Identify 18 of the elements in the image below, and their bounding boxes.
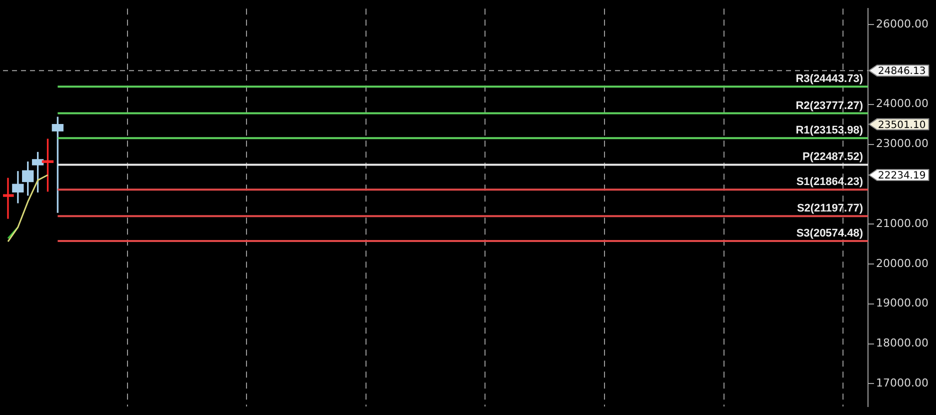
y-tick-label: 18000.00 xyxy=(876,336,928,350)
ref-line-label: S3(20574.48) xyxy=(796,228,864,240)
ref-line-label: P(22487.52) xyxy=(802,151,864,164)
text: 22234.19 xyxy=(878,170,926,182)
ref-line-label: 24846.13 xyxy=(878,66,926,78)
y-tick-label: 26000.00 xyxy=(876,17,928,30)
ref-line-label: R3(24443.73) xyxy=(796,73,864,86)
y-tick-label: 21000.00 xyxy=(876,216,928,230)
candlestick xyxy=(3,178,14,219)
y-tick-label: 20000.00 xyxy=(876,256,928,270)
text: 23501.10 xyxy=(878,120,926,131)
y-tick-label: 24000.00 xyxy=(876,97,928,110)
ref-line-label: R2(23777.27) xyxy=(796,100,864,112)
ref-line-label: R1(23153.98) xyxy=(796,124,864,137)
ref-line-label: S1(21864.23) xyxy=(796,176,864,188)
y-tick-label: 23000.00 xyxy=(876,137,928,150)
y-tick-label: 17000.00 xyxy=(876,376,928,390)
y-tick-label: 19000.00 xyxy=(876,296,928,310)
